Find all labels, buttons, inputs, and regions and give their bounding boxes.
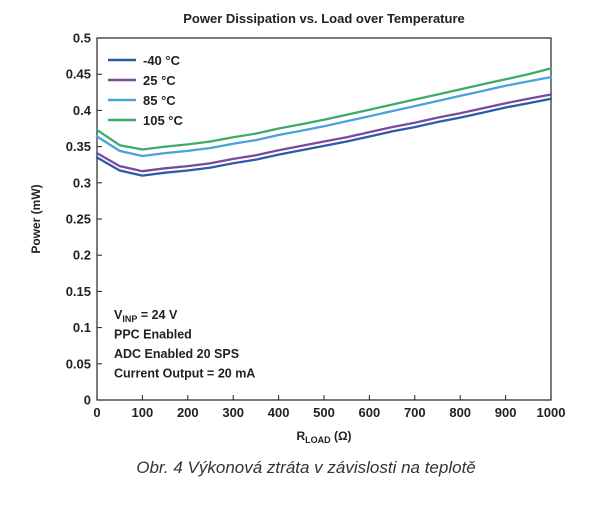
y-tick-label: 0.4 [73, 103, 92, 118]
y-tick-label: 0.25 [66, 212, 91, 227]
y-tick-label: 0.2 [73, 248, 91, 263]
figure-caption: Obr. 4 Výkonová ztráta v závislosti na t… [136, 458, 476, 477]
y-tick-label: 0 [84, 393, 91, 408]
y-tick-label: 0.45 [66, 67, 91, 82]
y-tick-label: 0.3 [73, 175, 91, 190]
x-tick-label: 1000 [537, 405, 566, 420]
legend-label-1: -40 °C [143, 53, 181, 68]
series-line-2 [95, 93, 553, 173]
x-tick-label: 500 [313, 405, 335, 420]
legend-label-2: 25 °C [143, 73, 176, 88]
chart-title: Power Dissipation vs. Load over Temperat… [183, 11, 465, 26]
x-tick-label: 300 [222, 405, 244, 420]
y-axis-label: Power (mW) [29, 184, 43, 253]
annotation-line-2: PPC Enabled [114, 328, 192, 342]
series-line-4 [95, 67, 553, 151]
annotation-line-1: VINP = 24 V [114, 308, 178, 324]
x-tick-label: 100 [132, 405, 154, 420]
x-tick-label: 200 [177, 405, 199, 420]
chart: Power Dissipation vs. Load over Temperat… [29, 11, 566, 445]
y-tick-label: 0.5 [73, 31, 91, 46]
x-tick-label: 600 [359, 405, 381, 420]
x-axis-label: RLOAD (Ω) [296, 429, 351, 445]
y-tick-label: 0.15 [66, 284, 91, 299]
y-tick-label: 0.1 [73, 320, 91, 335]
x-tick-label: 0 [93, 405, 100, 420]
series-line-3 [95, 75, 553, 158]
legend-label-3: 85 °C [143, 93, 176, 108]
annotation-line-3: ADC Enabled 20 SPS [114, 347, 239, 361]
x-tick-label: 800 [449, 405, 471, 420]
y-tick-label: 0.05 [66, 356, 91, 371]
x-tick-label: 700 [404, 405, 426, 420]
legend-label-4: 105 °C [143, 113, 184, 128]
x-tick-label: 400 [268, 405, 290, 420]
y-tick-label: 0.35 [66, 139, 91, 154]
series-line-1 [95, 97, 553, 177]
annotation-line-4: Current Output = 20 mA [114, 367, 255, 381]
x-tick-label: 900 [495, 405, 517, 420]
